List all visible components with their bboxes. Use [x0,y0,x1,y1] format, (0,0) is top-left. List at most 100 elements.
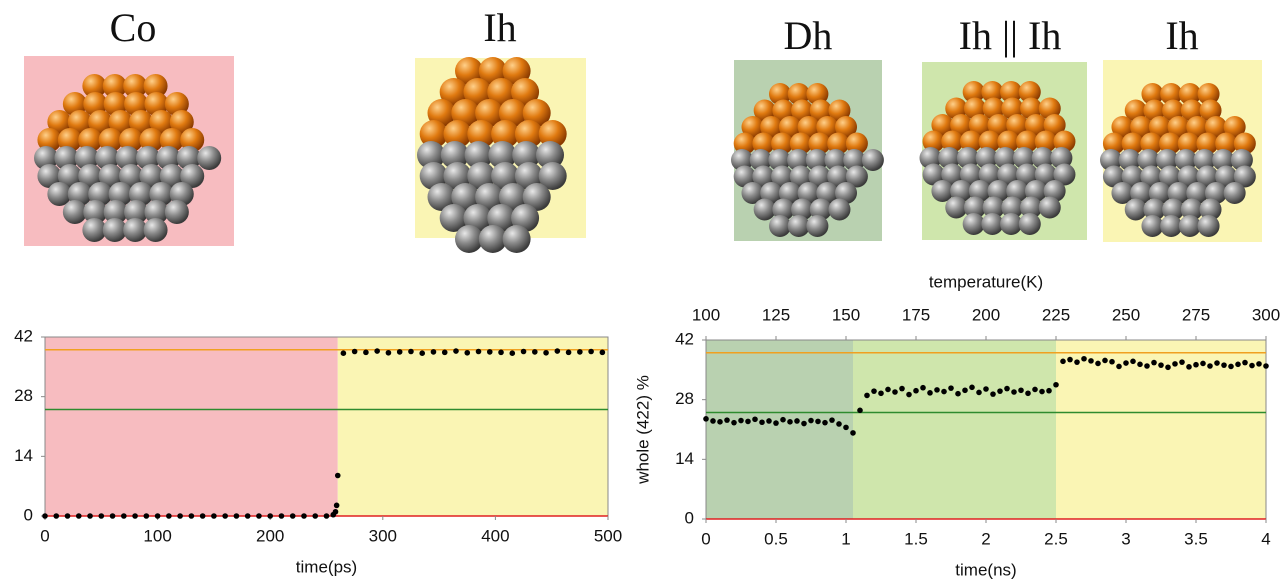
region [853,340,1056,519]
point [857,408,863,414]
x-tick-label: 200 [256,526,284,545]
point [87,513,93,519]
x-tick-label: 0.5 [764,529,788,548]
region [45,337,338,516]
x-tick-label: 3.5 [1184,529,1208,548]
y-tick-label: 42 [675,329,694,348]
point [759,419,765,425]
point [588,349,594,355]
x-tick-label: 500 [594,526,622,545]
point [773,420,779,426]
point [397,349,403,355]
atom [1039,197,1061,219]
point [509,350,515,356]
point [1081,356,1087,362]
x-tick-label: 100 [143,526,171,545]
point [920,385,926,391]
point [334,503,340,509]
point [1207,363,1213,369]
atom [123,218,147,242]
point [1179,359,1185,365]
x2-tick-label: 250 [1112,305,1140,324]
point [1235,361,1241,367]
point [906,392,912,398]
y-tick-label: 28 [675,389,694,408]
x-tick-label: 400 [481,526,509,545]
point [843,425,849,431]
point [710,418,716,424]
point [121,513,127,519]
y-tick-label: 28 [14,386,33,405]
point [1200,361,1206,367]
point [1039,389,1045,395]
point [442,350,448,356]
x2-tick-label: 100 [692,305,720,324]
x-axis-title: time(ns) [955,560,1016,579]
point [333,509,339,515]
point [464,350,470,356]
point [1221,362,1227,368]
point [374,348,380,354]
point [267,513,273,519]
x-tick-label: 4 [1261,529,1270,548]
point [476,349,482,355]
point [1102,358,1108,364]
x2-tick-label: 200 [972,305,1000,324]
x-tick-label: 1 [841,529,850,548]
point [521,349,527,355]
point [948,385,954,391]
point [99,513,105,519]
point [1060,359,1066,365]
point [1095,361,1101,367]
point [1025,390,1031,396]
point [352,349,358,355]
structure-label: Co [110,5,157,50]
point [279,513,285,519]
point [577,349,583,355]
point [53,513,59,519]
point [997,388,1003,394]
point [256,513,262,519]
point [1032,387,1038,393]
point [341,350,347,356]
x-tick-label: 1.5 [904,529,928,548]
atom [806,215,828,237]
x-tick-label: 300 [369,526,397,545]
point [962,387,968,393]
point [1214,360,1220,366]
point [211,513,217,519]
atom [503,225,531,253]
structure-label: Dh [784,13,833,58]
point [864,393,870,399]
point [955,391,961,397]
point [222,513,228,519]
point [808,418,814,424]
atom [165,200,189,224]
point [766,418,772,424]
point [1228,364,1234,370]
point [738,418,744,424]
point [745,419,751,425]
point [110,513,116,519]
atom [1160,215,1182,237]
y-tick-label: 42 [14,326,33,345]
y-tick-label: 0 [24,505,33,524]
point [453,348,459,354]
point [1144,363,1150,369]
point [1130,359,1136,365]
point [787,419,793,425]
x2-tick-label: 150 [832,305,860,324]
point [1074,359,1080,365]
x2-tick-label: 125 [762,305,790,324]
point [408,349,414,355]
point [290,513,296,519]
point [1186,364,1192,370]
point [752,416,758,422]
y-tick-label: 0 [685,508,694,527]
point [892,389,898,395]
point [976,390,982,396]
atom [144,218,168,242]
point [1193,362,1199,368]
x2-tick-label: 300 [1252,305,1280,324]
point [543,350,549,356]
